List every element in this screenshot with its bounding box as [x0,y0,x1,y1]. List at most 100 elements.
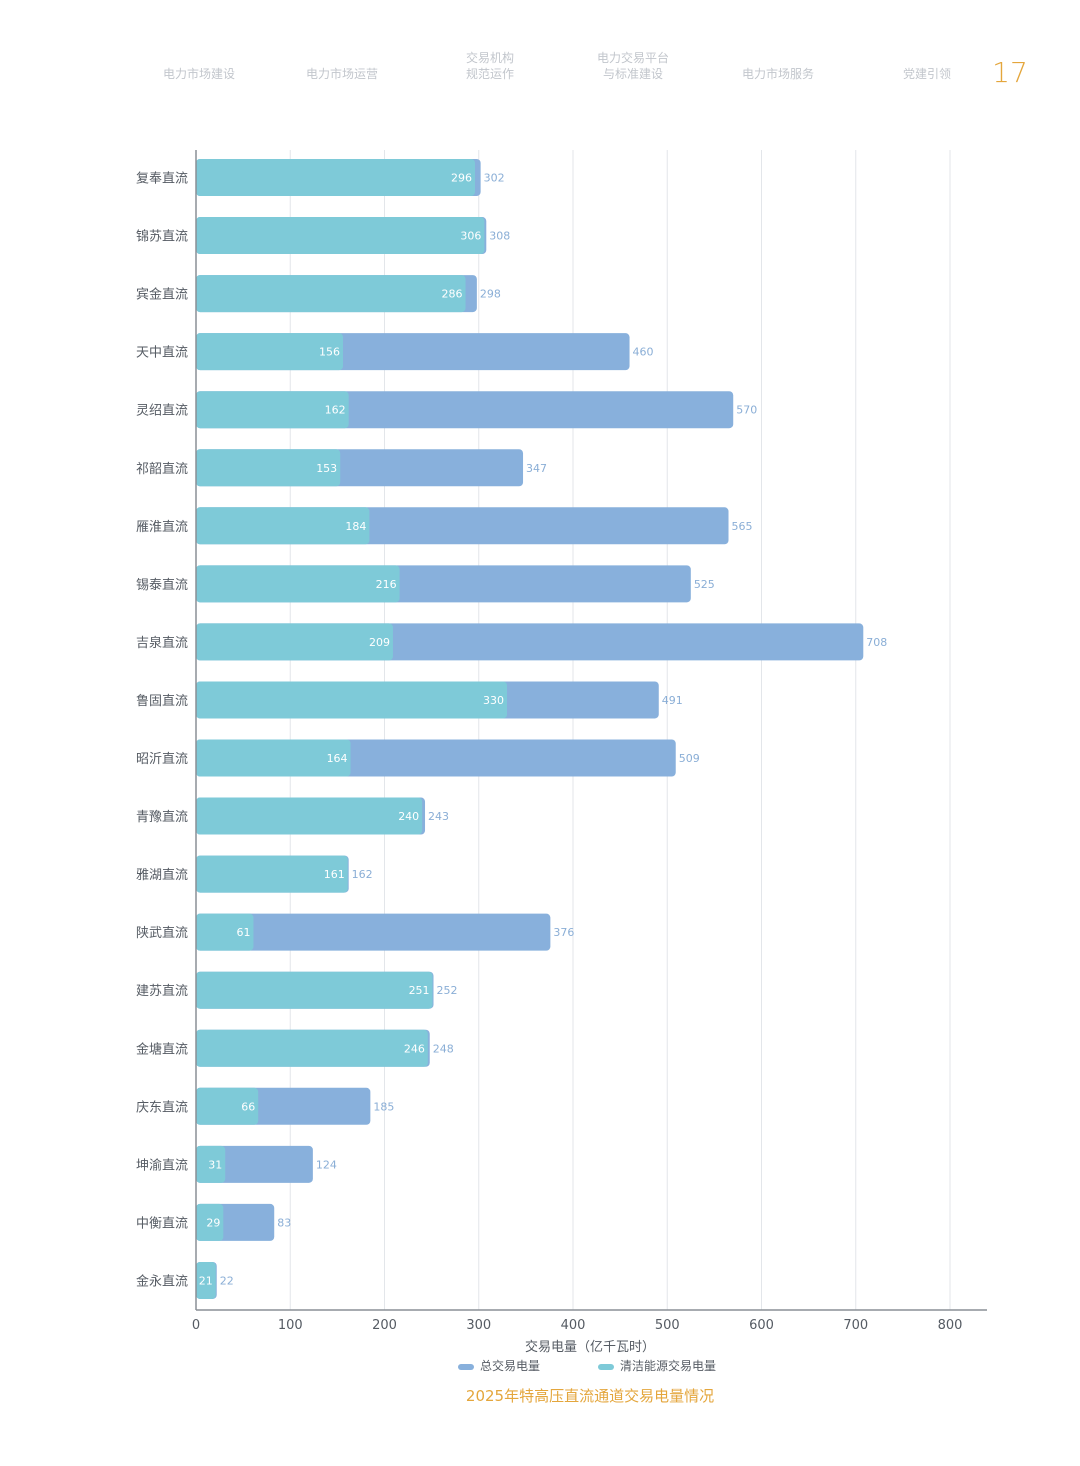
category-label: 金塘直流 [136,1041,188,1057]
bar-clean [196,1261,216,1299]
bar-clean [196,971,433,1009]
bar-clean [196,565,400,603]
data-label-total: 308 [489,230,510,243]
data-label-clean: 209 [369,636,390,649]
data-label-clean: 296 [451,172,472,185]
category-label: 灵绍直流 [136,404,188,419]
bar-clean [196,507,370,545]
data-label-clean: 216 [376,578,397,591]
x-tick-label: 0 [192,1318,200,1333]
data-label-total: 252 [437,984,458,997]
data-label-clean: 21 [199,1274,213,1287]
bar-chart: 复奉直流 296 302 锦苏直流 306 308 宾金直流 286 298 天中直流 156 460… [136,150,987,1333]
legend-item-total: 总交易电量 [458,1357,540,1374]
category-label: 锦苏直流 [136,229,188,245]
bar-clean [196,1087,259,1125]
legend-item-clean: 清洁能源交易电量 [598,1357,716,1374]
legend-label-clean: 清洁能源交易电量 [620,1359,717,1373]
bar-clean [196,449,341,487]
data-label-total: 248 [433,1042,454,1055]
nav-item-market-service[interactable]: 电力市场服务 [741,67,814,81]
category-label: 金永直流 [136,1273,188,1289]
category-label: 庆东直流 [136,1100,188,1115]
bar-clean [196,797,423,835]
x-tick-label: 600 [749,1318,774,1333]
bar-clean [196,681,508,719]
data-label-clean: 31 [208,1158,222,1171]
data-label-total: 83 [277,1216,291,1229]
data-label-clean: 306 [460,230,481,243]
data-label-total: 509 [679,752,700,765]
category-label: 中衡直流 [136,1216,188,1231]
category-label: 鲁固直流 [136,694,188,709]
nav-item-market-operation[interactable]: 电力市场运营 [305,67,378,81]
data-label-clean: 29 [206,1216,220,1229]
category-label: 天中直流 [136,346,188,361]
category-label: 雁淮直流 [136,520,188,535]
data-label-total: 491 [662,694,683,707]
bar-clean [196,217,485,255]
data-label-total: 347 [526,462,547,475]
category-label: 锡泰直流 [136,578,188,593]
data-label-clean: 330 [483,694,504,707]
bar-total [196,913,551,951]
x-tick-label: 700 [843,1318,868,1333]
x-tick-label: 800 [938,1318,963,1333]
data-label-clean: 251 [409,984,430,997]
data-label-total: 302 [484,172,505,185]
category-label: 坤渝直流 [136,1157,188,1173]
category-label: 昭沂直流 [136,752,188,767]
data-label-clean: 184 [345,520,366,533]
data-label-total: 708 [866,636,887,649]
x-axis-label: 交易电量（亿千瓦时） [524,1340,655,1355]
nav-item-market-construction[interactable]: 电力市场建设 [162,67,235,81]
category-label: 陕武直流 [136,926,188,941]
chart-title: 2025年特高压直流通道交易电量情况 [465,1387,715,1405]
bar-clean [196,333,344,371]
data-label-clean: 61 [236,926,250,939]
category-label: 建苏直流 [136,983,188,999]
data-label-total: 162 [352,868,373,881]
data-label-clean: 162 [325,404,346,417]
x-tick-label: 300 [466,1318,491,1333]
bar-clean [196,739,351,777]
data-label-clean: 161 [324,868,345,881]
bar-clean [196,855,348,893]
top-navigation: 电力市场建设 电力市场运营 交易机构 规范运作 电力交易平台 与标准建设 电力市… [0,0,1080,110]
nav-item-trading-platform[interactable]: 电力交易平台 与标准建设 [596,51,669,81]
legend-swatch-clean [598,1363,614,1370]
data-label-clean: 156 [319,346,340,359]
data-label-total: 298 [480,288,501,301]
data-label-total: 565 [732,520,753,533]
data-label-total: 185 [373,1100,394,1113]
data-label-total: 525 [694,578,715,591]
category-label: 宾金直流 [136,287,188,303]
bar-clean [196,623,393,661]
data-label-clean: 246 [404,1042,425,1055]
data-label-clean: 286 [442,288,463,301]
bar-clean [196,913,254,951]
data-label-clean: 66 [241,1100,255,1113]
category-label: 祁韶直流 [136,461,188,477]
bar-clean [196,1029,428,1067]
data-label-total: 570 [736,404,757,417]
bar-clean [196,1203,224,1241]
page-number: 17 [992,56,1028,89]
data-label-clean: 240 [398,810,419,823]
nav-item-institution-operation[interactable]: 交易机构 规范运作 [465,51,514,81]
bar-clean [196,391,349,429]
nav-item-party-building[interactable]: 党建引领 [902,67,951,81]
data-label-total: 243 [428,810,449,823]
category-label: 复奉直流 [136,172,188,187]
legend-label-total: 总交易电量 [480,1359,541,1373]
data-label-total: 460 [633,346,654,359]
data-label-total: 22 [220,1274,234,1287]
x-tick-label: 400 [561,1318,586,1333]
data-label-clean: 164 [327,752,348,765]
bar-clean [196,1145,226,1183]
bar-clean [196,159,475,196]
data-label-total: 376 [553,926,574,939]
x-tick-label: 500 [655,1318,680,1333]
data-label-total: 124 [316,1158,337,1171]
x-tick-label: 200 [372,1318,397,1333]
